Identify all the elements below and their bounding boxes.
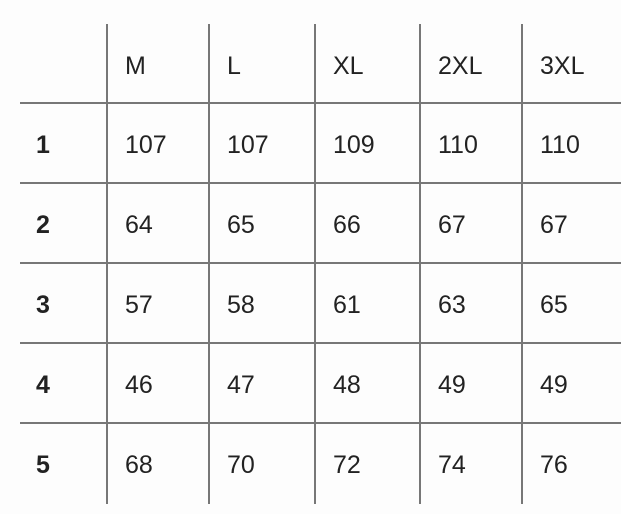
column-divider bbox=[521, 24, 523, 504]
table-cell: 110 bbox=[438, 131, 478, 159]
table-cell: 67 bbox=[438, 211, 466, 239]
table-cell: 48 bbox=[333, 371, 361, 399]
table-cell: 66 bbox=[333, 211, 361, 239]
row-divider bbox=[20, 102, 621, 104]
column-divider bbox=[106, 24, 108, 504]
row-label: 4 bbox=[36, 371, 50, 399]
row-divider bbox=[20, 342, 621, 344]
table-cell: 64 bbox=[125, 211, 153, 239]
table-cell: 57 bbox=[125, 291, 153, 319]
column-divider bbox=[208, 24, 210, 504]
row-label: 5 bbox=[36, 451, 50, 479]
row-label: 1 bbox=[36, 131, 50, 159]
table-cell: 65 bbox=[540, 291, 568, 319]
table-cell: 49 bbox=[540, 371, 568, 399]
table-cell: 49 bbox=[438, 371, 466, 399]
table-cell: 107 bbox=[227, 131, 269, 159]
table-cell: 61 bbox=[333, 291, 361, 319]
column-header: M bbox=[125, 52, 146, 80]
table-cell: 63 bbox=[438, 291, 466, 319]
table-cell: 70 bbox=[227, 451, 255, 479]
table-cell: 58 bbox=[227, 291, 255, 319]
table-cell: 74 bbox=[438, 451, 466, 479]
table-cell: 68 bbox=[125, 451, 153, 479]
column-header: 3XL bbox=[540, 52, 585, 80]
column-divider bbox=[314, 24, 316, 504]
row-divider bbox=[20, 422, 621, 424]
row-divider bbox=[20, 262, 621, 264]
column-header: 2XL bbox=[438, 52, 483, 80]
table-cell: 110 bbox=[540, 131, 580, 159]
table-cell: 67 bbox=[540, 211, 568, 239]
column-header: L bbox=[227, 52, 241, 80]
table-cell: 65 bbox=[227, 211, 255, 239]
row-label: 2 bbox=[36, 211, 50, 239]
table-cell: 46 bbox=[125, 371, 153, 399]
table-cell: 47 bbox=[227, 371, 255, 399]
column-header: XL bbox=[333, 52, 364, 80]
table-cell: 72 bbox=[333, 451, 361, 479]
table-cell: 76 bbox=[540, 451, 568, 479]
table-cell: 109 bbox=[333, 131, 375, 159]
column-divider bbox=[419, 24, 421, 504]
row-label: 3 bbox=[36, 291, 50, 319]
row-divider bbox=[20, 182, 621, 184]
table-cell: 107 bbox=[125, 131, 167, 159]
